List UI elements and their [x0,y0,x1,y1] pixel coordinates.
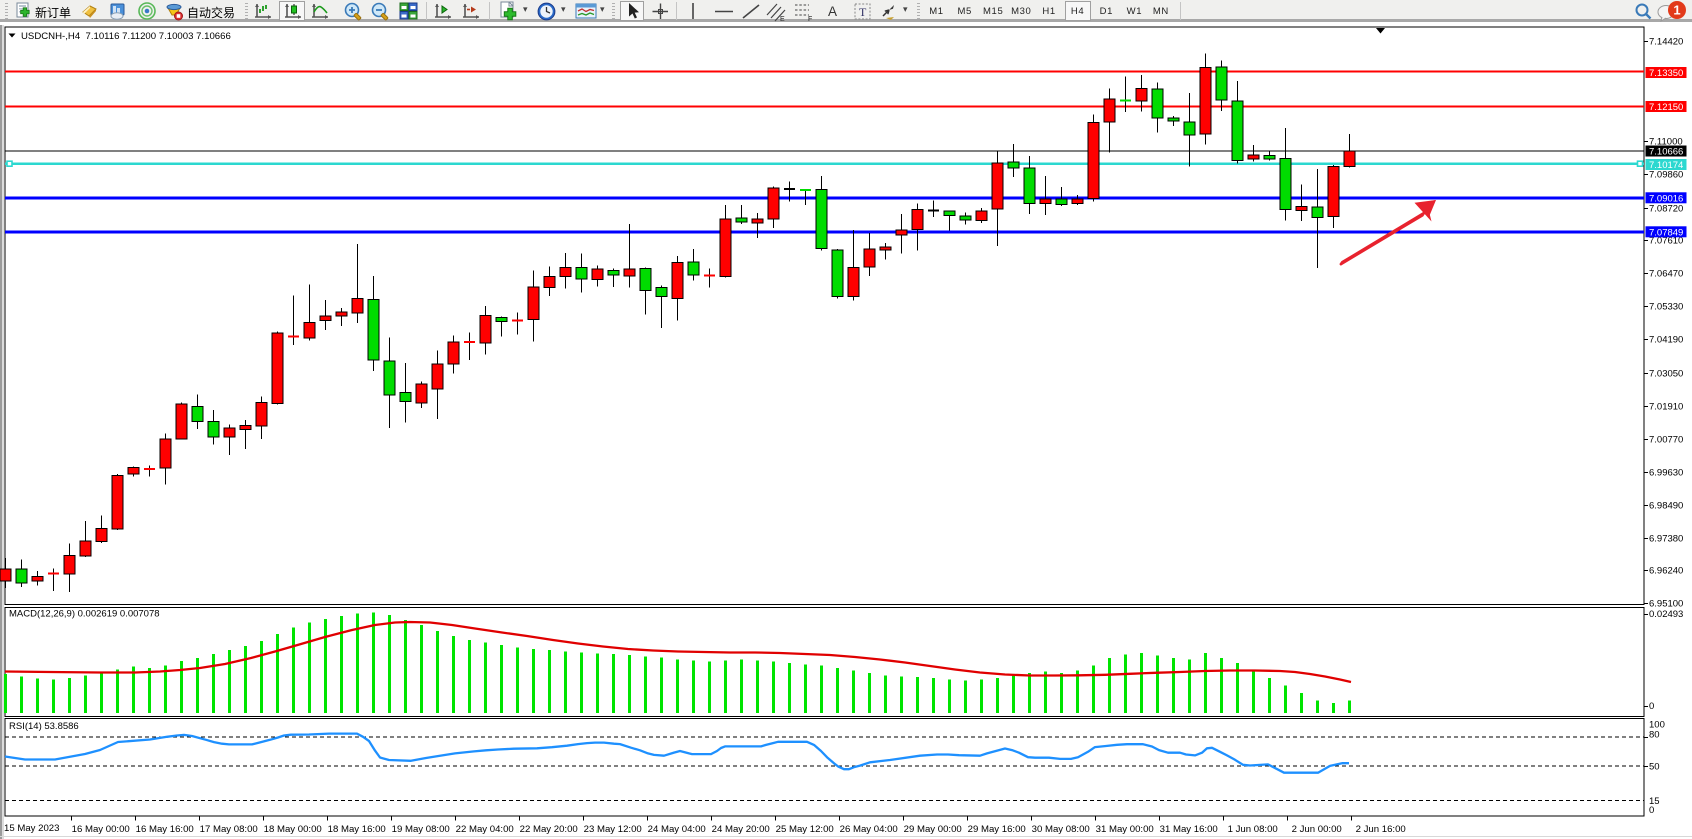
svg-text:50: 50 [1649,762,1660,773]
svg-text:0: 0 [1649,701,1654,712]
svg-text:25 May 12:00: 25 May 12:00 [776,824,834,835]
svg-text:USDCNH-,H4 7.10116 7.11200 7.: USDCNH-,H4 7.10116 7.11200 7.10003 7.106… [21,31,231,42]
svg-text:16 May 00:00: 16 May 00:00 [72,824,130,835]
svg-text:6.98490: 6.98490 [1649,501,1683,512]
svg-text:15 May 2023: 15 May 2023 [4,823,59,834]
svg-text:18 May 16:00: 18 May 16:00 [328,824,386,835]
svg-text:0.02493: 0.02493 [1649,609,1683,620]
svg-text:7.10666: 7.10666 [1649,147,1683,158]
svg-text:RSI(14) 53.8586: RSI(14) 53.8586 [9,721,79,732]
svg-text:7.03050: 7.03050 [1649,369,1683,380]
svg-text:E: E [780,16,785,22]
svg-text:7.12150: 7.12150 [1649,102,1683,113]
svg-text:7.00770: 7.00770 [1649,435,1683,446]
svg-text:22 May 04:00: 22 May 04:00 [456,824,514,835]
svg-text:7.06470: 7.06470 [1649,269,1683,280]
svg-text:26 May 04:00: 26 May 04:00 [840,824,898,835]
svg-text:7.05330: 7.05330 [1649,302,1683,313]
svg-text:30 May 08:00: 30 May 08:00 [1032,824,1090,835]
svg-text:19 May 08:00: 19 May 08:00 [392,824,450,835]
svg-text:80: 80 [1649,730,1660,741]
svg-text:29 May 16:00: 29 May 16:00 [968,824,1026,835]
svg-text:7.07849: 7.07849 [1649,227,1683,238]
svg-text:24 May 20:00: 24 May 20:00 [712,824,770,835]
svg-text:6.97380: 6.97380 [1649,534,1683,545]
svg-text:7.07610: 7.07610 [1649,236,1683,247]
svg-text:7.13350: 7.13350 [1649,68,1683,79]
svg-text:7.09860: 7.09860 [1649,170,1683,181]
svg-text:7.04190: 7.04190 [1649,335,1683,346]
svg-text:2 Jun 16:00: 2 Jun 16:00 [1356,824,1406,835]
svg-text:23 May 12:00: 23 May 12:00 [584,824,642,835]
svg-text:7.08720: 7.08720 [1649,204,1683,215]
svg-text:7.09016: 7.09016 [1649,193,1683,204]
svg-text:T: T [859,5,867,19]
svg-text:18 May 00:00: 18 May 00:00 [264,824,322,835]
svg-text:31 May 00:00: 31 May 00:00 [1096,824,1154,835]
svg-text:7.01910: 7.01910 [1649,402,1683,413]
svg-text:2 Jun 00:00: 2 Jun 00:00 [1292,824,1342,835]
svg-text:31 May 16:00: 31 May 16:00 [1160,824,1218,835]
svg-text:6.96240: 6.96240 [1649,566,1683,577]
svg-text:22 May 20:00: 22 May 20:00 [520,824,578,835]
svg-text:1 Jun 08:00: 1 Jun 08:00 [1228,824,1278,835]
svg-text:7.14420: 7.14420 [1649,37,1683,48]
svg-text:24 May 04:00: 24 May 04:00 [648,824,706,835]
svg-text:100: 100 [1649,720,1665,731]
svg-text:0: 0 [1649,805,1654,816]
svg-text:29 May 00:00: 29 May 00:00 [904,824,962,835]
svg-text:F: F [808,16,812,22]
svg-text:6.95100: 6.95100 [1649,599,1683,610]
svg-text:1: 1 [1673,3,1680,18]
svg-text:7.10174: 7.10174 [1649,160,1683,171]
svg-text:16 May 16:00: 16 May 16:00 [136,824,194,835]
svg-text:MACD(12,26,9) 0.002619 0.00707: MACD(12,26,9) 0.002619 0.007078 [9,609,160,620]
svg-text:7.11000: 7.11000 [1649,137,1683,148]
svg-text:17 May 08:00: 17 May 08:00 [200,824,258,835]
svg-text:6.99630: 6.99630 [1649,468,1683,479]
svg-text:15: 15 [1649,796,1660,807]
